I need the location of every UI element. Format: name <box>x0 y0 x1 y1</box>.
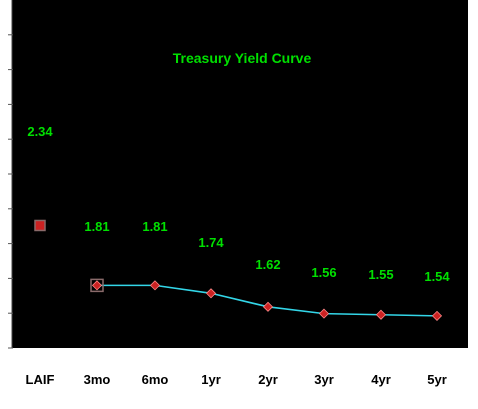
data-label: 1.74 <box>198 235 224 250</box>
data-point-marker <box>34 219 46 232</box>
y-axis-ticks <box>8 34 13 349</box>
data-label: 1.62 <box>255 257 280 272</box>
x-tick-label: 4yr <box>371 372 391 387</box>
chart-title: Treasury Yield Curve <box>173 50 312 66</box>
data-label: 1.55 <box>368 267 393 282</box>
data-point-marker <box>262 301 274 312</box>
x-tick-label: 6mo <box>142 372 169 387</box>
x-tick-label: 3yr <box>314 372 334 387</box>
data-label: 1.81 <box>142 219 167 234</box>
data-label: 1.56 <box>311 265 336 280</box>
plot-area <box>12 0 468 348</box>
data-point-marker <box>205 288 217 299</box>
x-tick-label: LAIF <box>26 372 55 387</box>
data-point-highlight <box>90 278 104 293</box>
data-label-layer: 2.34 1.81 1.81 1.74 1.62 1.56 1.55 1.54 <box>27 124 450 284</box>
x-axis-tick-labels: LAIF 3mo 6mo 1yr 2yr 3yr 4yr 5yr <box>26 372 447 387</box>
data-point-marker <box>149 280 161 291</box>
data-point-marker <box>375 309 387 320</box>
data-label: 1.54 <box>424 269 450 284</box>
data-label: 1.81 <box>84 219 109 234</box>
x-tick-label: 5yr <box>427 372 447 387</box>
data-label: 2.34 <box>27 124 53 139</box>
x-tick-label: 1yr <box>201 372 221 387</box>
data-point-marker <box>318 308 330 319</box>
x-tick-label: 2yr <box>258 372 278 387</box>
data-point-marker <box>431 310 443 321</box>
marker-layer <box>34 219 443 321</box>
x-tick-label: 3mo <box>84 372 111 387</box>
data-point-marker <box>91 280 103 291</box>
